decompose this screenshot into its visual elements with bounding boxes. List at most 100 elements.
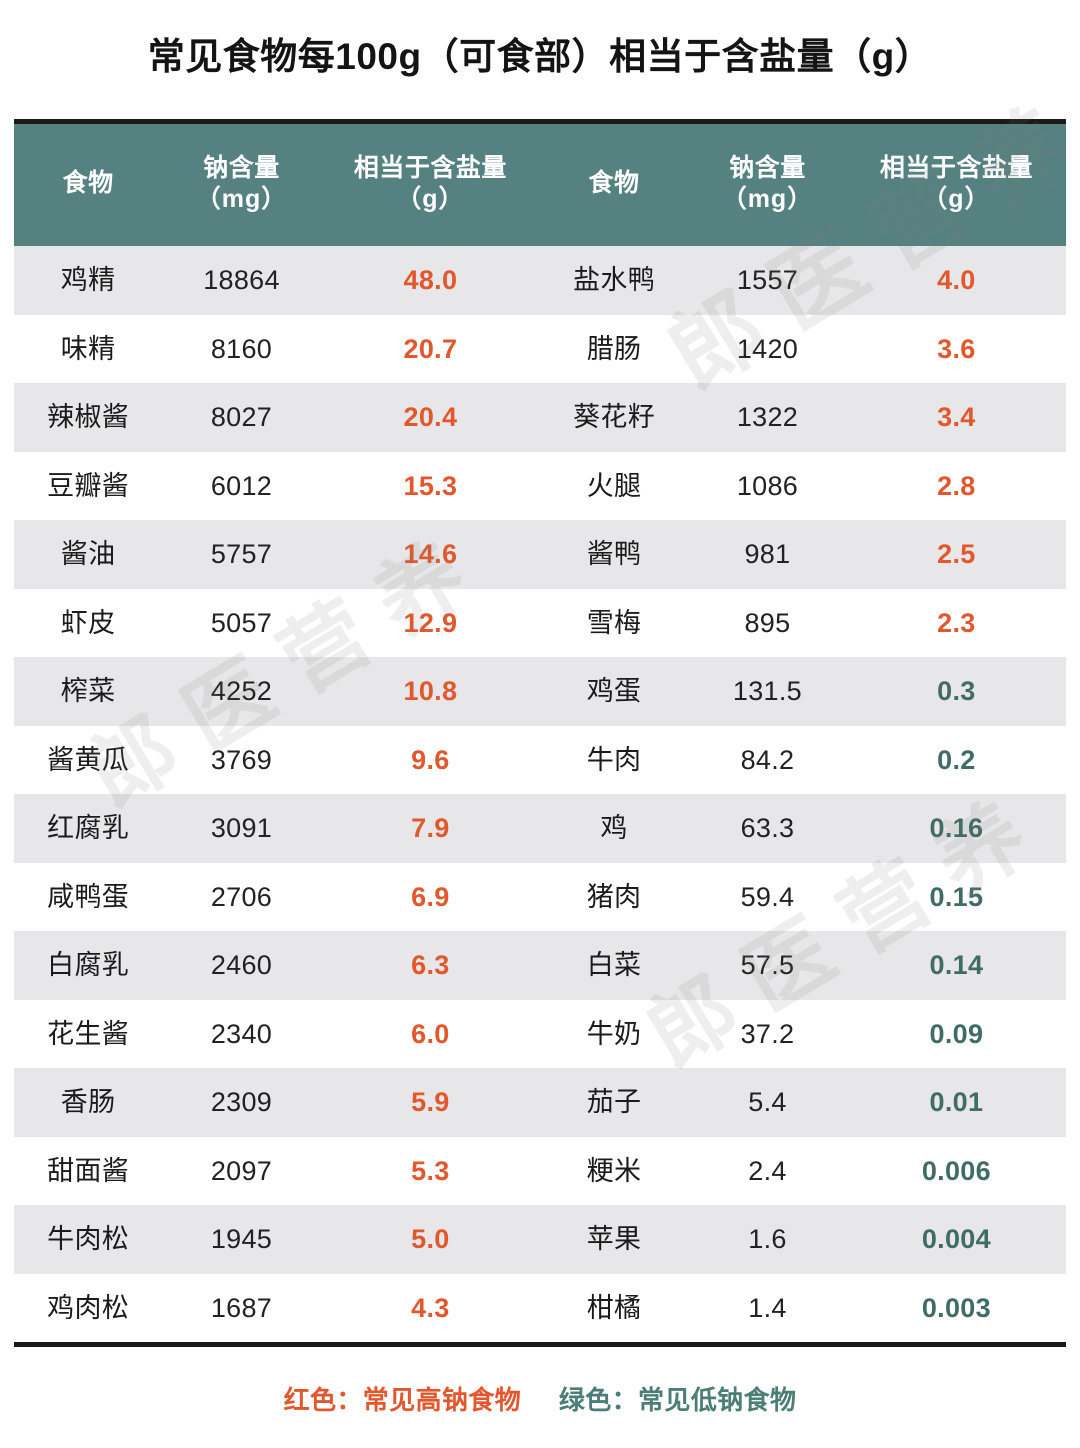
cell-sodium-right: 59.4 (688, 862, 847, 931)
cell-food-right: 白菜 (539, 931, 689, 1000)
cell-sodium-left: 2460 (162, 931, 321, 1000)
cell-salt-right: 4.0 (846, 246, 1066, 315)
cell-sodium-right: 1.6 (688, 1205, 847, 1274)
cell-salt-left: 10.8 (320, 657, 540, 726)
cell-sodium-right: 63.3 (688, 794, 847, 863)
cell-sodium-right: 37.2 (688, 999, 847, 1068)
cell-sodium-right: 131.5 (688, 657, 847, 726)
cell-food-right: 猪肉 (539, 862, 689, 931)
cell-salt-left: 6.3 (320, 931, 540, 1000)
cell-sodium-left: 4252 (162, 657, 321, 726)
cell-food-left: 酱黄瓜 (14, 725, 163, 794)
cell-salt-right: 0.16 (846, 794, 1066, 863)
cell-salt-left: 6.9 (320, 862, 540, 931)
cell-food-right: 葵花籽 (539, 383, 689, 452)
cell-salt-left: 14.6 (320, 520, 540, 589)
table-row: 香肠 2309 5.9 茄子 5.4 0.01 (14, 1068, 1066, 1137)
column-header-salt-left-label: 相当于含盐量 (353, 153, 507, 182)
cell-sodium-right: 57.5 (688, 931, 847, 1000)
cell-sodium-right: 1322 (688, 383, 847, 452)
table-row: 豆瓣酱 6012 15.3 火腿 1086 2.8 (14, 451, 1066, 520)
table-header-row: 食物 钠含量 （mg） 相当于含盐量 （g） 食物 (14, 124, 1066, 246)
table-row: 花生酱 2340 6.0 牛奶 37.2 0.09 (14, 999, 1066, 1068)
cell-sodium-left: 8027 (162, 383, 321, 452)
cell-sodium-left: 6012 (162, 451, 321, 520)
cell-salt-right: 0.006 (846, 1136, 1066, 1205)
cell-salt-right: 0.2 (846, 725, 1066, 794)
column-header-food-left-label: 食物 (62, 169, 114, 198)
cell-sodium-left: 5757 (162, 520, 321, 589)
cell-food-left: 榨菜 (14, 657, 163, 726)
cell-food-left: 酱油 (14, 520, 163, 589)
cell-sodium-left: 3091 (162, 794, 321, 863)
cell-salt-right: 0.003 (846, 1273, 1066, 1342)
cell-food-right: 牛奶 (539, 999, 689, 1068)
column-header-salt-right-unit: （g） (922, 185, 991, 213)
column-header-food-left: 食物 (14, 124, 163, 246)
cell-salt-left: 20.7 (320, 314, 540, 383)
cell-salt-left: 48.0 (320, 246, 540, 315)
table-body: 鸡精 18864 48.0 盐水鸭 1557 4.0 味精 8160 20.7 腊肠 1420 3.6… (14, 246, 1066, 1342)
column-header-sodium-left-unit: （mg） (195, 185, 288, 213)
column-header-food-right-label: 食物 (588, 169, 640, 198)
cell-salt-left: 5.3 (320, 1136, 540, 1205)
cell-food-left: 味精 (14, 314, 163, 383)
cell-food-left: 虾皮 (14, 588, 163, 657)
cell-salt-left: 9.6 (320, 725, 540, 794)
cell-food-left: 牛肉松 (14, 1205, 163, 1274)
cell-food-right: 柑橘 (539, 1273, 689, 1342)
table-row: 甜面酱 2097 5.3 粳米 2.4 0.006 (14, 1136, 1066, 1205)
cell-food-right: 粳米 (539, 1136, 689, 1205)
cell-sodium-right: 2.4 (688, 1136, 847, 1205)
cell-food-right: 火腿 (539, 451, 689, 520)
cell-salt-right: 2.5 (846, 520, 1066, 589)
column-header-salt-right-label: 相当于含盐量 (879, 153, 1033, 182)
cell-salt-right: 0.15 (846, 862, 1066, 931)
table-row: 咸鸭蛋 2706 6.9 猪肉 59.4 0.15 (14, 862, 1066, 931)
cell-salt-right: 0.09 (846, 999, 1066, 1068)
legend: 红色：常见高钠食物 绿色：常见低钠食物 (0, 1380, 1080, 1417)
table-row: 味精 8160 20.7 腊肠 1420 3.6 (14, 314, 1066, 383)
column-header-salt-left-unit: （g） (396, 185, 465, 213)
cell-salt-right: 2.8 (846, 451, 1066, 520)
cell-food-right: 鸡 (539, 794, 689, 863)
cell-salt-left: 15.3 (320, 451, 540, 520)
cell-salt-left: 6.0 (320, 999, 540, 1068)
cell-food-right: 腊肠 (539, 314, 689, 383)
table-row: 虾皮 5057 12.9 雪梅 895 2.3 (14, 588, 1066, 657)
salt-table: 食物 钠含量 （mg） 相当于含盐量 （g） 食物 (14, 124, 1066, 1342)
table-row: 榨菜 4252 10.8 鸡蛋 131.5 0.3 (14, 657, 1066, 726)
table-row: 辣椒酱 8027 20.4 葵花籽 1322 3.4 (14, 383, 1066, 452)
cell-sodium-left: 3769 (162, 725, 321, 794)
cell-salt-right: 0.3 (846, 657, 1066, 726)
cell-food-right: 鸡蛋 (539, 657, 689, 726)
cell-salt-right: 3.6 (846, 314, 1066, 383)
cell-sodium-left: 2706 (162, 862, 321, 931)
cell-food-right: 苹果 (539, 1205, 689, 1274)
cell-food-right: 雪梅 (539, 588, 689, 657)
column-header-sodium-right-unit: （mg） (721, 185, 814, 213)
table-row: 牛肉松 1945 5.0 苹果 1.6 0.004 (14, 1205, 1066, 1274)
cell-sodium-right: 1420 (688, 314, 847, 383)
cell-food-left: 香肠 (14, 1068, 163, 1137)
cell-food-left: 白腐乳 (14, 931, 163, 1000)
cell-sodium-right: 981 (688, 520, 847, 589)
cell-food-left: 咸鸭蛋 (14, 862, 163, 931)
table-row: 白腐乳 2460 6.3 白菜 57.5 0.14 (14, 931, 1066, 1000)
table-row: 鸡肉松 1687 4.3 柑橘 1.4 0.003 (14, 1273, 1066, 1342)
cell-sodium-right: 1557 (688, 246, 847, 315)
cell-sodium-right: 1086 (688, 451, 847, 520)
legend-low-sodium: 绿色：常见低钠食物 (558, 1385, 797, 1415)
cell-food-left: 鸡肉松 (14, 1273, 163, 1342)
cell-salt-left: 4.3 (320, 1273, 540, 1342)
cell-sodium-right: 895 (688, 588, 847, 657)
page-title: 常见食物每100g（可食部）相当于含盐量（g） (147, 36, 933, 77)
cell-sodium-left: 8160 (162, 314, 321, 383)
cell-food-left: 鸡精 (14, 246, 163, 315)
table-row: 酱油 5757 14.6 酱鸭 981 2.5 (14, 520, 1066, 589)
table-row: 酱黄瓜 3769 9.6 牛肉 84.2 0.2 (14, 725, 1066, 794)
cell-food-left: 豆瓣酱 (14, 451, 163, 520)
cell-salt-left: 5.0 (320, 1205, 540, 1274)
table-row: 鸡精 18864 48.0 盐水鸭 1557 4.0 (14, 246, 1066, 315)
